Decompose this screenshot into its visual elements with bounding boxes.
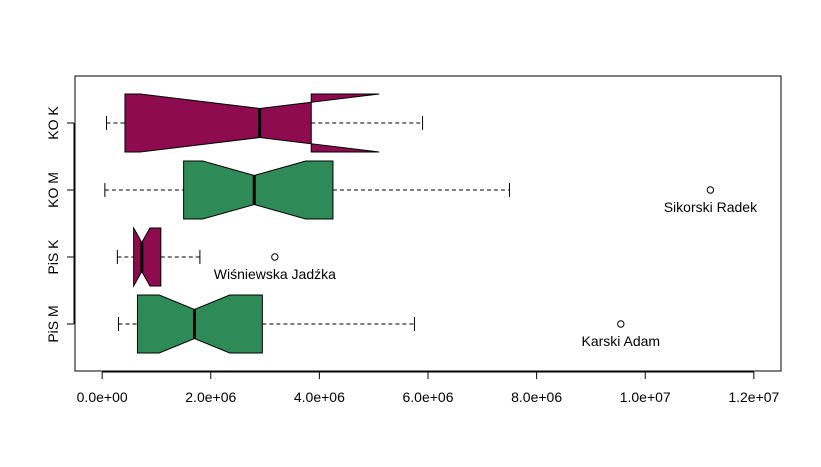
plot-frame: [74, 75, 782, 372]
x-tick-label: 1.0e+07: [620, 389, 671, 405]
x-tick-label: 8.0e+06: [511, 389, 562, 405]
notched-box: [124, 93, 380, 153]
x-tick-label: 6.0e+06: [403, 389, 454, 405]
outlier-point: [271, 253, 279, 261]
x-tick-label: 0.0e+00: [77, 389, 128, 405]
x-tick-label: 2.0e+06: [185, 389, 236, 405]
outlier-label: Karski Adam: [581, 333, 660, 349]
notched-box: [133, 226, 162, 288]
box-pis-m: Karski Adam: [117, 294, 660, 354]
x-axis: 0.0e+00 2.0e+06 4.0e+06 6.0e+06 8.0e+06 1.0e+…: [77, 371, 780, 405]
notched-box: [183, 160, 334, 220]
box-ko-m: Sikorski Radek: [104, 160, 758, 220]
y-category-label: KO K: [45, 106, 61, 140]
y-category-label: PiS M: [45, 305, 61, 342]
y-category-label: PiS K: [45, 239, 61, 275]
y-axis: PiS M PiS K KO M KO K: [45, 106, 75, 343]
box-ko-k: [105, 93, 424, 153]
box-pis-k: Wiśniewska Jadźka: [116, 226, 336, 288]
outlier-label: Sikorski Radek: [664, 199, 758, 215]
x-tick-label: 4.0e+06: [294, 389, 345, 405]
outlier-point: [617, 320, 625, 328]
notched-box: [136, 294, 263, 354]
y-category-label: KO M: [45, 172, 61, 208]
boxes-layer: Karski Adam Wiśniewska Jadźka Sikorski Rad…: [104, 93, 758, 354]
outlier-point: [706, 186, 715, 194]
x-tick-label: 1.2e+07: [728, 389, 779, 405]
outlier-label: Wiśniewska Jadźka: [214, 266, 336, 282]
